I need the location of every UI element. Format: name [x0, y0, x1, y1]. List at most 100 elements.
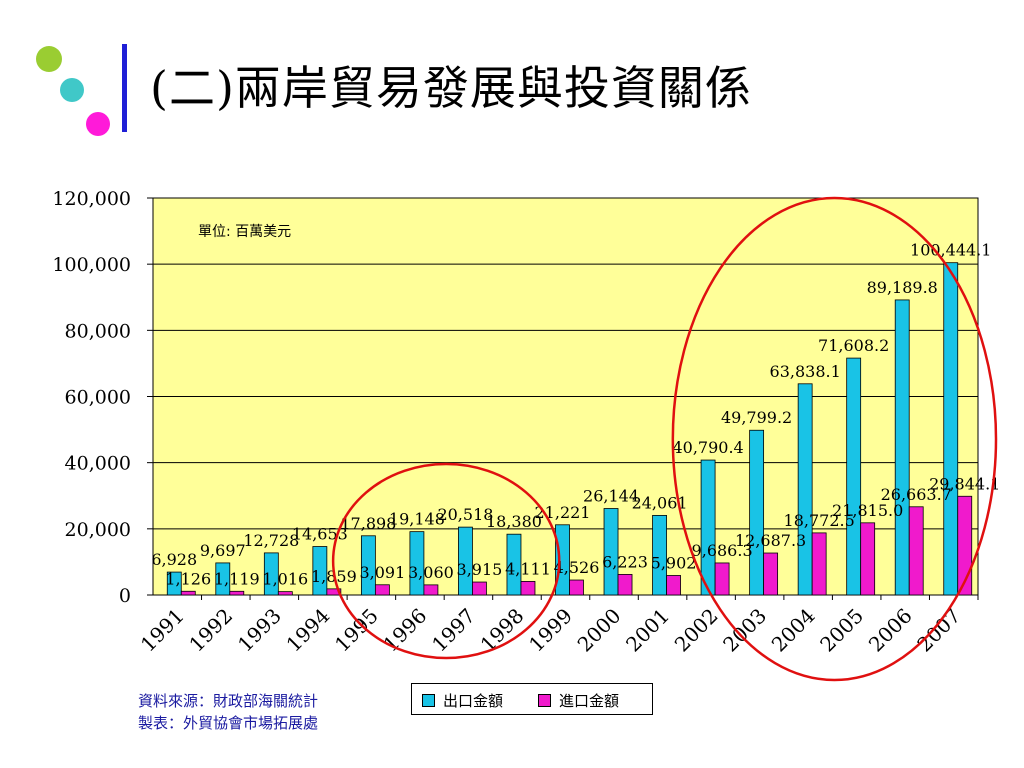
import-data-label: 4,111	[505, 559, 551, 578]
title-accent-bar	[122, 44, 127, 132]
export-bar	[312, 546, 328, 596]
unit-note: 單位: 百萬美元	[198, 224, 291, 240]
import-data-label: 18,772.5	[784, 511, 855, 530]
export-data-label: 6,928	[151, 550, 197, 569]
import-data-label: 12,687.3	[735, 531, 806, 550]
import-data-label: 6,223	[602, 552, 648, 571]
decor-dot-teal	[60, 78, 84, 102]
export-data-label: 26,144	[583, 487, 639, 506]
import-bar	[860, 522, 876, 596]
chart-legend: 出口金額 進口金額	[411, 683, 653, 715]
import-bar	[423, 584, 439, 596]
export-bar	[166, 571, 182, 596]
import-bar	[277, 591, 293, 596]
export-bar	[894, 299, 910, 596]
x-tick-label: 2005	[815, 604, 868, 657]
x-tick-label: 1991	[136, 604, 189, 657]
source-line-2: 製表：外貿協會市場拓展處	[138, 714, 319, 732]
export-bar	[215, 562, 231, 596]
y-tick-label: 20,000	[65, 519, 131, 541]
x-tick-label: 2007	[912, 604, 965, 657]
y-tick-label: 60,000	[65, 387, 131, 409]
source-line-1: 資料來源：財政部海關統計	[138, 692, 319, 710]
import-bar	[180, 590, 196, 596]
import-data-label: 21,815.0	[832, 501, 903, 520]
x-tick-label: 1996	[378, 604, 431, 657]
export-data-label: 12,728	[243, 531, 299, 550]
x-tick-label: 2001	[621, 604, 674, 657]
export-bar	[506, 533, 522, 596]
import-data-label: 3,915	[457, 560, 503, 579]
import-bar	[666, 575, 681, 596]
export-bar	[700, 459, 716, 596]
export-data-label: 17,898	[340, 514, 396, 533]
import-bar	[957, 495, 973, 596]
export-bar	[555, 524, 570, 596]
x-tick-label: 1999	[524, 604, 577, 657]
export-data-label: 21,221	[535, 503, 591, 522]
export-bar	[846, 357, 862, 596]
export-bar	[749, 429, 765, 596]
legend-item-import: 進口金額	[538, 690, 619, 711]
export-bar	[409, 531, 425, 596]
export-data-label: 63,838.1	[770, 362, 841, 381]
y-tick-label: 80,000	[65, 320, 131, 342]
import-data-label: 26,663.7	[881, 485, 952, 504]
legend-label-import: 進口金額	[559, 692, 620, 710]
import-data-label: 1,016	[262, 570, 308, 589]
export-bar	[360, 535, 376, 596]
export-data-label: 89,189.8	[867, 278, 938, 297]
export-bar	[652, 514, 667, 596]
x-tick-label: 2000	[573, 604, 626, 657]
x-tick-label: 1992	[184, 604, 237, 657]
export-bar	[943, 262, 959, 596]
import-bar	[569, 579, 584, 596]
import-bar	[763, 552, 779, 596]
x-tick-label: 1993	[233, 604, 286, 657]
import-bar	[374, 584, 390, 596]
source-note: 資料來源：財政部海關統計 製表：外貿協會市場拓展處	[138, 690, 318, 734]
decor-dot-magenta	[86, 112, 110, 136]
import-bar	[229, 590, 245, 596]
import-data-label: 5,902	[651, 553, 697, 572]
export-data-label: 24,061	[632, 493, 688, 512]
import-data-label: 3,091	[359, 563, 405, 582]
import-bar	[617, 574, 633, 596]
decor-dot-green	[36, 46, 62, 72]
export-bar	[603, 508, 619, 596]
export-bar	[263, 552, 279, 596]
export-data-label: 9,697	[200, 541, 246, 560]
import-data-label: 3,060	[408, 563, 454, 582]
import-bar	[908, 506, 924, 596]
import-data-label: 9,686.3	[692, 541, 753, 560]
x-tick-label: 1995	[330, 604, 383, 657]
y-tick-label: 0	[119, 585, 131, 607]
export-data-label: 49,799.2	[721, 408, 792, 427]
import-data-label: 1,126	[165, 569, 211, 588]
highlight-ellipse	[671, 196, 998, 682]
x-tick-label: 1997	[427, 604, 480, 657]
export-bar	[458, 526, 473, 596]
import-data-label: 29,844.1	[929, 474, 1000, 493]
import-bar	[811, 532, 827, 596]
x-tick-label: 2004	[767, 604, 820, 657]
import-bar	[714, 562, 730, 596]
slide-title: (二)兩岸貿易發展與投資關係	[150, 61, 752, 115]
x-tick-label: 2003	[718, 604, 771, 657]
legend-swatch-import	[538, 694, 551, 707]
export-data-label: 19,148	[389, 510, 445, 529]
y-tick-label: 40,000	[65, 453, 131, 475]
x-tick-label: 2002	[670, 604, 723, 657]
import-data-label: 4,526	[554, 558, 600, 577]
x-tick-label: 1994	[281, 604, 334, 657]
export-data-label: 40,790.4	[672, 438, 743, 457]
legend-label-export: 出口金額	[443, 692, 504, 710]
legend-item-export: 出口金額	[422, 690, 503, 711]
import-bar	[520, 580, 536, 596]
highlight-ellipse	[331, 462, 561, 660]
export-data-label: 71,608.2	[818, 336, 889, 355]
export-data-label: 14,653	[292, 525, 348, 544]
y-tick-label: 100,000	[52, 254, 131, 276]
y-tick-label: 120,000	[52, 188, 131, 210]
import-bar	[326, 588, 342, 596]
